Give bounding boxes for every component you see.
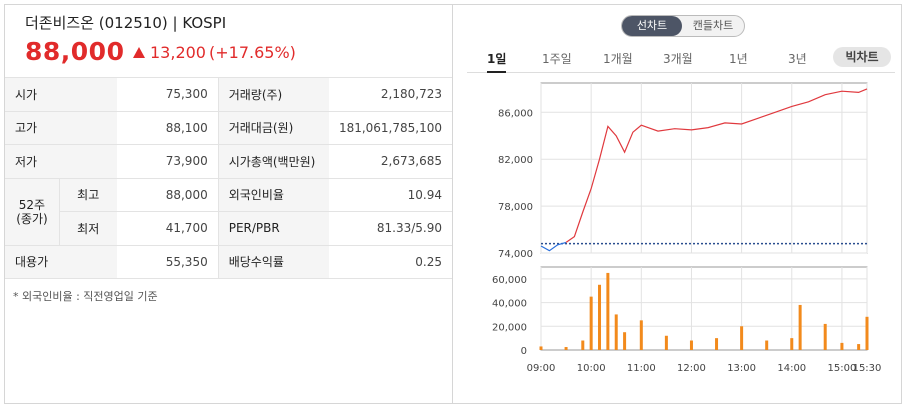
- y-tick-label: 86,000: [498, 108, 533, 119]
- volume-bar: [790, 338, 794, 350]
- quote-table: 시가 75,300 거래량(주) 2,180,723 고가 88,100 거래대…: [5, 77, 452, 279]
- line-chart-toggle[interactable]: 선차트: [622, 16, 682, 36]
- tab-1month[interactable]: 1개월: [603, 52, 633, 66]
- foreign-ratio-label: 외국인비율: [218, 177, 329, 212]
- volume-bar: [664, 335, 668, 350]
- volume-bar: [598, 284, 602, 350]
- volume-bar: [740, 326, 744, 350]
- y-tick-label: 74,000: [498, 249, 533, 260]
- low-value: 73,900: [116, 144, 219, 179]
- volume-value: 2,180,723: [328, 77, 452, 112]
- volume-bar: [606, 272, 610, 350]
- per-pbr-value: 81.33/5.90: [328, 211, 452, 246]
- table-row: 최저 41,700 PER/PBR 81.33/5.90: [5, 211, 452, 246]
- foreign-ratio-value: 10.94: [328, 177, 452, 212]
- x-tick-label: 10:00: [577, 363, 606, 374]
- high-value: 88,100: [116, 110, 219, 145]
- x-tick-label: 15:00: [828, 363, 857, 374]
- x-tick-label: 14:00: [777, 363, 806, 374]
- change-amount: 13,200: [150, 43, 206, 62]
- tab-3year[interactable]: 3년: [788, 52, 807, 66]
- volume-bar: [539, 346, 543, 350]
- volume-bar: [857, 344, 861, 350]
- week52-high-value: 88,000: [116, 177, 219, 212]
- substitute-price-value: 55,350: [116, 244, 219, 279]
- volume-bar: [689, 340, 693, 350]
- trade-value-label: 거래대금(원): [218, 110, 329, 145]
- tab-1day[interactable]: 1일: [487, 50, 507, 73]
- x-tick-label: 09:00: [527, 363, 556, 374]
- high-label: 고가: [5, 110, 117, 145]
- market-cap-value: 2,673,685: [328, 144, 452, 179]
- per-pbr-label: PER/PBR: [218, 211, 329, 246]
- x-tick-label: 12:00: [677, 363, 706, 374]
- week52-low-label: 최저: [59, 211, 117, 246]
- market-cap-label: 시가총액(백만원): [218, 144, 329, 179]
- table-row: 저가 73,900 시가총액(백만원) 2,673,685: [5, 144, 452, 179]
- volume-bar: [715, 338, 719, 350]
- stock-widget: 더존비즈온 (012510) | KOSPI 88,000 13,200 (+1…: [4, 4, 902, 404]
- tab-1year[interactable]: 1년: [729, 52, 748, 66]
- x-tick-label: 15:30: [853, 363, 882, 374]
- price-chart: 09:00 10:00 11:00 12:00 13:00 14:00 15:0015:30…: [492, 82, 882, 374]
- stock-title[interactable]: 더존비즈온 (012510) | KOSPI: [25, 14, 227, 32]
- low-label: 저가: [5, 144, 117, 179]
- volume-bar: [589, 296, 593, 350]
- tab-1week[interactable]: 1주일: [542, 52, 572, 66]
- summary-panel: 더존비즈온 (012510) | KOSPI 88,000 13,200 (+1…: [5, 5, 453, 403]
- tab-3month[interactable]: 3개월: [663, 52, 693, 66]
- volume-tick-label: 60,000: [492, 275, 527, 286]
- volume-bar: [614, 314, 618, 350]
- x-tick-label: 13:00: [727, 363, 756, 374]
- table-row: 52주 (종가) 최고 88,000 외국인비율 10.94: [5, 177, 452, 246]
- price-change: 13,200 (+17.65%): [133, 43, 296, 62]
- open-value: 75,300: [116, 77, 219, 112]
- table-row: 고가 88,100 거래대금(원) 181,061,785,100: [5, 110, 452, 145]
- week52-low-value: 41,700: [116, 211, 219, 246]
- price-plot-area: [540, 82, 868, 254]
- volume-tick-label: 40,000: [492, 299, 527, 310]
- price-line: [565, 88, 868, 243]
- dividend-yield-label: 배당수익률: [218, 244, 329, 279]
- y-tick-label: 78,000: [498, 202, 533, 213]
- volume-bar: [564, 347, 568, 350]
- volume-bar: [623, 332, 627, 350]
- price-line-below: [540, 241, 567, 252]
- volume-bar: [840, 342, 844, 350]
- volume-label: 거래량(주): [218, 77, 329, 112]
- period-tabs: 1일 1주일 1개월 3개월 1년 3년: [467, 45, 895, 73]
- big-chart-button[interactable]: 빅차트: [833, 47, 891, 67]
- chart-type-toggle[interactable]: 선차트 캔들차트: [621, 15, 745, 37]
- table-row: 시가 75,300 거래량(주) 2,180,723: [5, 77, 452, 112]
- volume-bar: [581, 340, 585, 350]
- volume-bar: [639, 320, 643, 350]
- volume-bar: [765, 340, 769, 350]
- open-label: 시가: [5, 77, 117, 112]
- up-triangle-icon: [133, 47, 145, 58]
- change-percent: (+17.65%): [208, 43, 296, 62]
- volume-bar: [798, 304, 802, 350]
- table-row: 대용가 55,350 배당수익률 0.25: [5, 244, 452, 279]
- y-tick-label: 82,000: [498, 155, 533, 166]
- volume-bar: [865, 316, 869, 350]
- trade-value-value: 181,061,785,100: [328, 110, 452, 145]
- substitute-price-label: 대용가: [5, 244, 117, 279]
- chart-panel: 선차트 캔들차트 1일 1주일 1개월 3개월 1년 3년 빅차트 09:00 1…: [453, 5, 901, 403]
- current-price: 88,000: [25, 37, 125, 66]
- week52-high-label: 최고: [59, 177, 117, 212]
- volume-tick-label: 20,000: [492, 322, 527, 333]
- volume-bar: [823, 323, 827, 350]
- candle-chart-toggle[interactable]: 캔들차트: [692, 19, 734, 32]
- volume-tick-label: 0: [521, 346, 527, 357]
- footnote: * 외국인비율 : 직전영업일 기준: [13, 290, 158, 303]
- x-tick-label: 11:00: [627, 363, 656, 374]
- dividend-yield-value: 0.25: [328, 244, 452, 279]
- week52-label: 52주 (종가): [5, 177, 60, 246]
